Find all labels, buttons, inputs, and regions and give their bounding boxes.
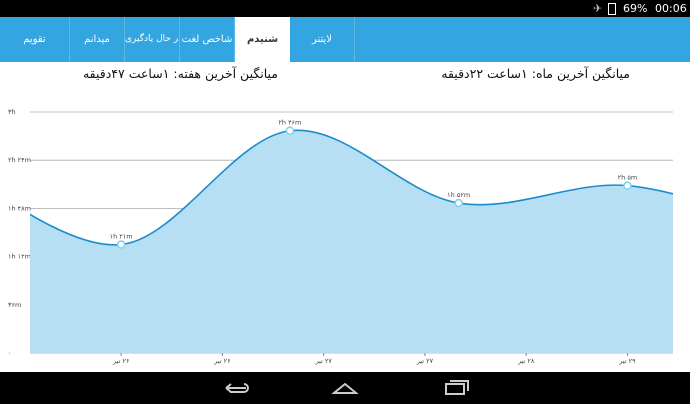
x-tick-label: ۲۹ تیر (618, 357, 636, 365)
y-tick-label: ۰ (8, 349, 12, 357)
y-tick-label: ۱h ۱۲m (8, 253, 31, 261)
back-button[interactable] (225, 383, 249, 393)
point (285, 126, 295, 135)
x-tick-label: ۲۶ تیر (213, 357, 230, 365)
x-tick-label: ۲۷ تیر (416, 357, 434, 365)
line (30, 129, 673, 246)
tab[interactable]: لایتنر (290, 17, 355, 62)
y-tick-label: ۱h ۴۸m (8, 204, 31, 212)
tab-selected[interactable]: شنیدم (235, 17, 290, 62)
battery-icon (608, 3, 616, 15)
tab[interactable]: تقویم (0, 17, 70, 62)
recents-button[interactable] (445, 380, 469, 395)
point (116, 240, 126, 249)
chart: ۰ ۳۶m ۱h ۱۲m ۱h ۴۸m ۲h ۲۴m ۳h ۲۶ تیر ۲۶ تیر ۲۷ ت… (8, 108, 673, 365)
value-label: ۱h ۲۱m (110, 233, 133, 241)
area (30, 130, 673, 353)
status-bar: ✈ 69% 00:06 (0, 0, 690, 17)
nav-bar (0, 372, 690, 404)
tab[interactable]: در حال یادگیری (125, 17, 180, 62)
y-tick-label: ۳۶m (8, 301, 21, 309)
clock: 00:06 (655, 2, 687, 15)
month-average: میانگین آخرین ماه: ۱ساعت ۲۲دقیقه (441, 66, 630, 81)
plot (30, 129, 673, 353)
battery: 69% (623, 2, 648, 15)
nav-icons (225, 380, 469, 395)
x-tick-label: ۲۷ تیر (314, 357, 332, 365)
x-tick-label: ۲۶ تیر (112, 357, 129, 365)
tab-bar: لایتنر شنیدم شاخص لغت در حال یادگیری مید… (0, 17, 690, 62)
x-tick-label: ۲۸ تیر (517, 357, 535, 365)
signal-icon: ✈ (593, 2, 603, 15)
value-label: ۲h ۴۶m (278, 119, 301, 127)
value-label: ۲h ۵m (618, 174, 638, 182)
week-average: میانگین آخرین هفته: ۱ساعت ۴۷دقیقه (82, 66, 278, 81)
tab[interactable]: شاخص لغت (180, 17, 235, 62)
point (454, 198, 463, 208)
value-label: ۱h ۵۲m (447, 191, 470, 199)
home-button[interactable] (331, 382, 359, 394)
y-tick-label: ۳h (8, 108, 16, 116)
point (623, 181, 632, 190)
tab[interactable]: میدانم (70, 17, 125, 62)
y-tick-label: ۲h ۲۴m (8, 156, 31, 164)
